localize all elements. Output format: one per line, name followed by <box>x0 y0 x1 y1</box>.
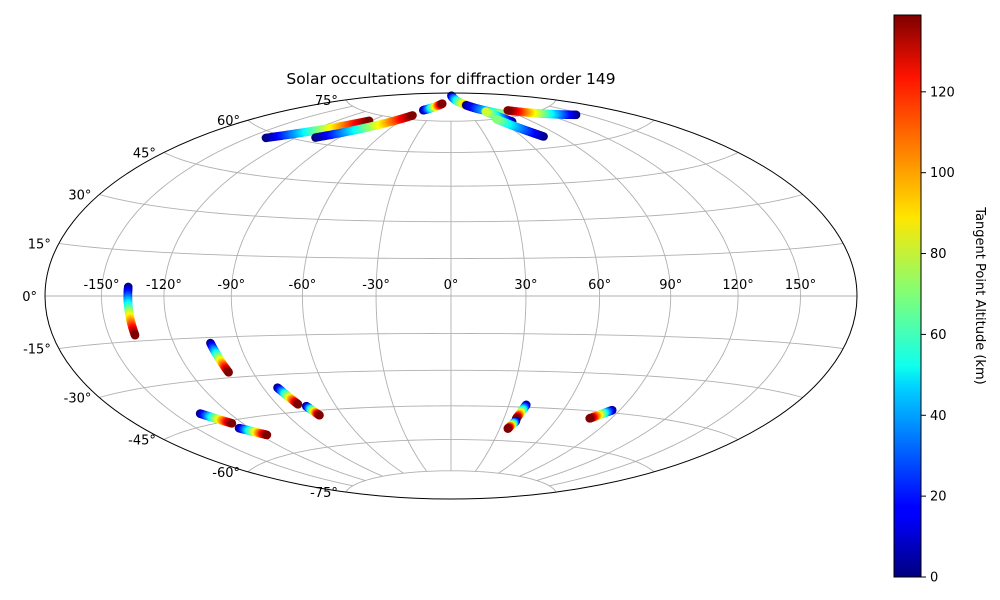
parallel-line <box>58 243 844 259</box>
track-point <box>481 107 491 116</box>
longitude-tick-label: 30° <box>514 278 537 293</box>
chart-title: Solar occultations for diffraction order… <box>286 70 615 88</box>
longitude-tick-label: -60° <box>289 278 317 293</box>
occultation-track <box>585 405 617 423</box>
longitude-tick-label: 120° <box>722 278 753 293</box>
occultation-track <box>491 114 548 141</box>
latitude-tick-label: 30° <box>68 189 91 204</box>
track-point <box>293 399 303 409</box>
track-point <box>224 368 233 377</box>
colorbar <box>893 14 922 578</box>
parallel-line <box>345 470 557 493</box>
colorbar-tick-label: 20 <box>930 490 947 505</box>
latitude-tick-label: 45° <box>133 146 156 161</box>
track-point <box>503 424 513 433</box>
longitude-tick-label: -30° <box>362 278 390 293</box>
longitude-tick-label: 0° <box>444 278 459 293</box>
track-point <box>130 330 140 340</box>
track-point <box>227 419 237 428</box>
occultation-track <box>419 99 447 115</box>
latitude-tick-labels: 75° 60° 45° 30° 15° 0° -15° -30° -45° -60° -75° <box>22 94 338 501</box>
longitude-tick-label: -120° <box>146 278 182 293</box>
colorbar-tick-label: 120 <box>930 85 955 100</box>
track-point <box>315 410 324 420</box>
occultation-track <box>311 111 417 142</box>
occultation-track <box>503 416 521 433</box>
parallel-line <box>247 119 655 153</box>
track-point <box>503 106 513 115</box>
occultation-track <box>273 383 303 409</box>
longitude-tick-labels: -150° -120° -90° -60° -30° 0° 30° 60° 90° 120° 150… <box>83 278 816 293</box>
longitude-tick-label: 60° <box>588 278 611 293</box>
longitude-tick-label: 90° <box>659 278 682 293</box>
latitude-tick-label: 0° <box>22 290 37 305</box>
parallel-line <box>163 405 739 440</box>
track-point <box>491 114 501 124</box>
longitude-tick-label: -90° <box>217 278 245 293</box>
occultation-track <box>206 338 233 377</box>
latitude-tick-label: -75° <box>310 486 338 501</box>
colorbar-tick-label: 0 <box>930 571 938 586</box>
latitude-tick-label: -60° <box>212 466 240 481</box>
latitude-tick-label: -15° <box>23 343 51 358</box>
parallel-line <box>247 439 655 473</box>
parallel-line <box>163 152 739 187</box>
track-point <box>585 414 594 423</box>
latitude-tick-label: 15° <box>28 237 51 252</box>
map-boundary <box>44 92 858 500</box>
colorbar-tick-label: 100 <box>930 166 955 181</box>
colorbar-tick-label: 40 <box>930 409 947 424</box>
colorbar-tick-label: 60 <box>930 328 947 343</box>
occultation-track <box>302 401 324 420</box>
latitude-tick-label: -30° <box>64 392 92 407</box>
track-point <box>408 111 417 120</box>
track-point <box>262 430 272 440</box>
longitude-tick-label: 150° <box>785 278 816 293</box>
latitude-tick-label: 60° <box>217 114 240 129</box>
latitude-tick-label: 75° <box>315 94 338 109</box>
parallel-line <box>99 194 803 223</box>
colorbar-tick-label: 80 <box>930 247 947 262</box>
occultation-track <box>195 409 237 428</box>
parallel-line <box>58 333 844 349</box>
colorbar-label: Tangent Point Altitude (km) <box>972 206 987 384</box>
map-grid <box>45 99 857 493</box>
parallel-line <box>99 369 803 398</box>
occultation-track <box>234 423 272 440</box>
latitude-tick-label: -45° <box>128 434 156 449</box>
colorbar-ticks: 0 20 40 60 80 100 120 <box>921 85 955 586</box>
longitude-tick-label: -150° <box>83 278 119 293</box>
track-point <box>437 99 447 108</box>
occultation-track <box>123 282 140 340</box>
occultation-track <box>503 106 581 120</box>
occultation-tracks <box>123 91 617 440</box>
